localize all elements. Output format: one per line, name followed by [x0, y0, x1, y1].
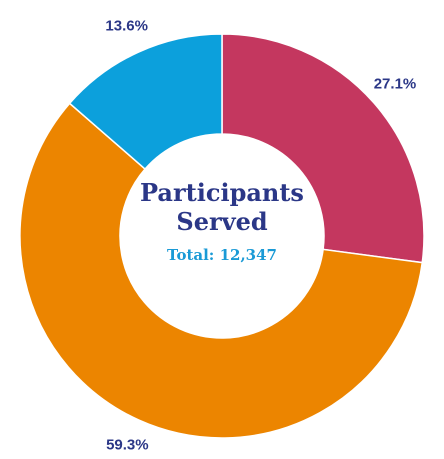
donut-segment [221, 33, 425, 264]
chart-title: Participants Served [140, 178, 304, 236]
center-label: Participants Served Total: 12,347 [122, 178, 322, 264]
donut-segment [68, 33, 223, 171]
segments [19, 33, 425, 439]
total-annotation: Total: 12,347 [167, 246, 277, 264]
donut-segment [19, 102, 424, 439]
value-label: 13.6% [105, 18, 148, 35]
value-label: 59.3% [106, 437, 149, 454]
value-label: 27.1% [374, 75, 417, 92]
center-box: Participants Served Total: 12,347 [122, 178, 322, 264]
